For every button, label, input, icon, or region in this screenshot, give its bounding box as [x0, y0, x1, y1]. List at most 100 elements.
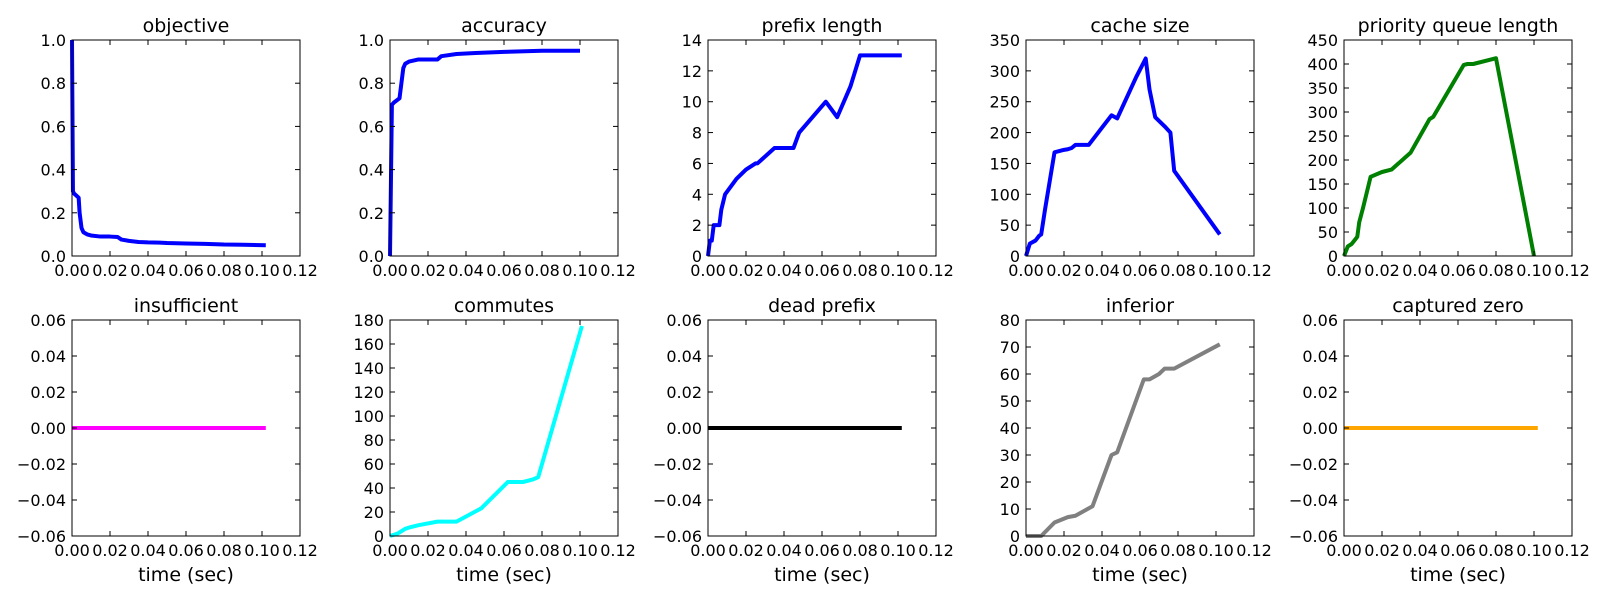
x-tick-label: 0.08 [524, 261, 560, 280]
y-tick-label: 0.04 [30, 347, 66, 366]
axes-frame [71, 39, 301, 257]
series-line [70, 39, 266, 248]
x-tick-label: 0.00 [372, 261, 408, 280]
x-tick-label: 0.10 [244, 541, 280, 560]
x-tick-label: 0.02 [728, 541, 764, 560]
x-axis-label: time (sec) [138, 564, 234, 586]
x-tick-label: 0.08 [842, 541, 878, 560]
y-tick-label: 0.0 [359, 247, 384, 266]
subplot-3: 0.00 0.02 0.04 0.06 0.08 0.10 0.12 0 50 100 150 200… [989, 15, 1271, 280]
y-tick-label: 200 [1307, 151, 1338, 170]
x-tick-label: 0.00 [1008, 261, 1044, 280]
y-tick-label: 0 [1010, 247, 1020, 266]
y-tick-label: 6 [692, 154, 702, 173]
x-tick-label: 0.00 [690, 261, 726, 280]
x-tick-label: 0.02 [1046, 261, 1082, 280]
x-tick-label: 0.02 [1364, 261, 1400, 280]
y-tick-label: 180 [353, 311, 384, 330]
x-tick-label: 0.12 [918, 261, 954, 280]
x-tick-label: 0.10 [562, 541, 598, 560]
x-tick-label: 0.02 [1046, 541, 1082, 560]
y-tick-label: 0.02 [666, 383, 702, 402]
x-tick-label: 0.06 [1440, 541, 1476, 560]
y-tick-label: 200 [989, 124, 1020, 143]
y-tick-label: 14 [682, 31, 702, 50]
y-tick-label: 50 [1318, 223, 1338, 242]
y-tick-label: 350 [1307, 79, 1338, 98]
y-tick-label: −0.02 [1289, 455, 1338, 474]
y-tick-label: 0.06 [666, 311, 702, 330]
x-tick-label: 0.00 [1326, 541, 1362, 560]
y-tick-label: 4 [692, 185, 702, 204]
y-tick-label: 10 [682, 93, 702, 112]
y-tick-label: 0 [692, 247, 702, 266]
subplot-5: 0.00 0.02 0.04 0.06 0.08 0.10 0.12−0.06−0.04−0… [17, 295, 318, 586]
y-tick-label: 0.00 [666, 419, 702, 438]
subplot-2: 0.00 0.02 0.04 0.06 0.08 0.10 0.12 0 2 4 6 8 10 12 14 p… [682, 15, 954, 280]
y-tick-label: −0.04 [17, 491, 66, 510]
x-tick-label: 0.12 [1236, 261, 1272, 280]
y-tick-label: 0.2 [359, 204, 384, 223]
y-tick-label: 0.2 [41, 204, 66, 223]
y-tick-label: 250 [989, 93, 1020, 112]
x-tick-label: 0.06 [168, 261, 204, 280]
y-tick-label: 20 [364, 503, 384, 522]
x-tick-label: 0.06 [1440, 261, 1476, 280]
x-tick-label: 0.00 [690, 541, 726, 560]
y-tick-label: 450 [1307, 31, 1338, 50]
x-tick-label: 0.00 [54, 261, 90, 280]
x-tick-label: 0.12 [600, 261, 636, 280]
x-tick-label: 0.10 [1516, 261, 1552, 280]
y-tick-label: 100 [353, 407, 384, 426]
x-tick-label: 0.12 [600, 541, 636, 560]
x-tick-label: 0.10 [1516, 541, 1552, 560]
y-tick-label: 160 [353, 335, 384, 354]
y-tick-label: 250 [1307, 127, 1338, 146]
y-tick-label: 140 [353, 359, 384, 378]
x-tick-label: 0.02 [728, 261, 764, 280]
x-tick-label: 0.06 [1122, 261, 1158, 280]
subplot-7: 0.00 0.02 0.04 0.06 0.08 0.10 0.12−0.06−0.04−0… [653, 295, 954, 586]
series-line [388, 48, 580, 257]
y-tick-label: −0.04 [1289, 491, 1338, 510]
x-tick-label: 0.10 [880, 541, 916, 560]
chart-title: commutes [454, 295, 554, 317]
chart-title: insufficient [134, 295, 239, 317]
x-tick-label: 0.00 [1008, 541, 1044, 560]
x-tick-label: 0.08 [1160, 261, 1196, 280]
y-tick-label: 40 [1000, 419, 1020, 438]
series-line [1026, 342, 1221, 538]
x-tick-label: 0.02 [410, 261, 446, 280]
x-tick-label: 0.08 [524, 541, 560, 560]
x-tick-label: 0.10 [1198, 541, 1234, 560]
x-tick-label: 0.06 [804, 541, 840, 560]
subplot-8: 0.00 0.02 0.04 0.06 0.08 0.10 0.12 0 10 20 30 40 50 6… [1000, 295, 1272, 586]
y-tick-label: −0.06 [653, 527, 702, 546]
x-tick-label: 0.08 [1478, 261, 1514, 280]
subplot-4: 0.00 0.02 0.04 0.06 0.08 0.10 0.12 0 50 100 150 200… [1307, 15, 1589, 280]
y-tick-label: 0.02 [1302, 383, 1338, 402]
y-tick-label: 100 [989, 185, 1020, 204]
y-tick-label: −0.04 [653, 491, 702, 510]
x-tick-label: 0.04 [130, 541, 166, 560]
chart-title: prefix length [762, 15, 883, 37]
x-tick-label: 0.00 [54, 541, 90, 560]
y-tick-label: 60 [364, 455, 384, 474]
x-tick-label: 0.08 [206, 261, 242, 280]
y-tick-label: 0.00 [30, 419, 66, 438]
x-tick-label: 0.12 [1236, 541, 1272, 560]
y-tick-label: 400 [1307, 55, 1338, 74]
axes-frame [389, 39, 619, 257]
x-tick-label: 0.10 [562, 261, 598, 280]
x-tick-label: 0.08 [1478, 541, 1514, 560]
y-tick-label: 150 [1307, 175, 1338, 194]
x-tick-label: 0.02 [92, 541, 128, 560]
y-tick-label: 120 [353, 383, 384, 402]
y-tick-label: 12 [682, 62, 702, 81]
x-tick-label: 0.06 [1122, 541, 1158, 560]
series-line [1024, 56, 1222, 257]
y-tick-label: 0 [1010, 527, 1020, 546]
y-tick-label: 0.04 [1302, 347, 1338, 366]
y-tick-label: 60 [1000, 365, 1020, 384]
